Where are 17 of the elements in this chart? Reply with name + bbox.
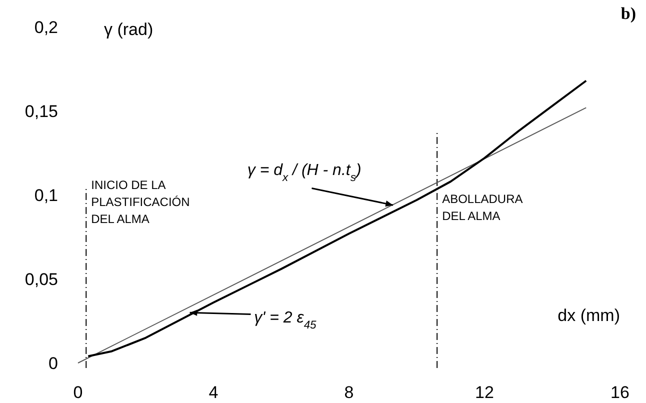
x-tick-label: 4 xyxy=(208,383,218,402)
y-tick-label: 0,15 xyxy=(24,102,58,121)
ref-line-label: ABOLLADURA DEL ALMA xyxy=(442,192,523,223)
y-tick-label: 0,2 xyxy=(34,18,58,37)
y-tick-label: 0,05 xyxy=(24,270,58,289)
text: b) xyxy=(620,4,636,23)
legend-label: γ' = 2 ε$_{45}$ xyxy=(254,310,318,332)
x-axis-title: dx (mm) xyxy=(558,306,620,325)
y-tick-label: 0,1 xyxy=(34,186,58,205)
x-tick-label: 16 xyxy=(610,383,630,402)
text: γ = d$_{x}$ / (H - n.t$_{s}$) xyxy=(247,162,362,184)
x-tick-label: 8 xyxy=(344,383,354,402)
ref-line-label: INICIO DE LA PLASTIFICACIÓN DEL ALMA xyxy=(91,178,190,226)
x-tick-label: 0 xyxy=(73,383,83,402)
y-tick-label: 0 xyxy=(48,354,58,373)
y-axis-title: γ (rad) xyxy=(104,20,154,39)
x-tick-label: 12 xyxy=(475,383,494,402)
